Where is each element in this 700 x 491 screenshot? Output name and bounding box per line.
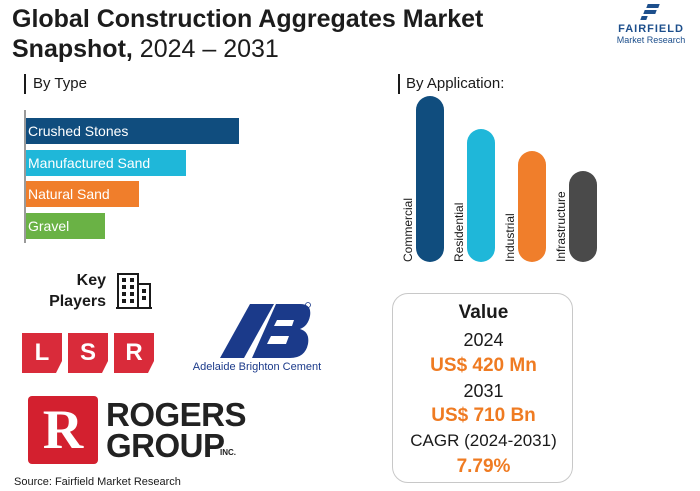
type-bar-crushed-stones: Crushed Stones <box>26 118 239 144</box>
application-label-infrastructure: Infrastructure <box>554 191 568 262</box>
page-title: Global Construction Aggregates Market Sn… <box>12 4 572 64</box>
value-2031: US$ 710 Bn <box>431 405 536 426</box>
group-word: GROUP <box>106 427 225 464</box>
rogers-badge-letter: R <box>42 399 84 461</box>
application-bar-commercial <box>416 96 444 262</box>
rogers-group-logo: R ROGERS GROUP INC. <box>28 396 247 466</box>
key-players-line1: Key <box>76 272 106 289</box>
application-bar-residential <box>467 129 495 262</box>
adelaide-brighton-logo: Adelaide Brighton Cement <box>182 300 332 378</box>
type-chart-axis <box>24 110 26 243</box>
fairfield-mark-icon <box>640 4 661 22</box>
adelaide-brighton-name: Adelaide Brighton Cement <box>192 361 322 373</box>
type-bar-manufactured-sand: Manufactured Sand <box>26 149 186 176</box>
lsr-letter-s: S <box>68 333 108 373</box>
type-bar-gravel: Gravel <box>26 212 105 239</box>
application-label-commercial: Commercial <box>401 197 415 262</box>
application-bar-industrial <box>518 151 546 262</box>
value-year-2024: 2024 <box>463 330 504 350</box>
building-icon <box>116 273 152 309</box>
application-label-residential: Residential <box>452 202 466 262</box>
title-main: Global Construction Aggregates Market Sn… <box>12 5 484 63</box>
logo-sub: Market Research <box>616 35 686 45</box>
type-bar-natural-sand: Natural Sand <box>26 181 139 207</box>
lsr-letter-l: L <box>22 333 62 373</box>
value-2024: US$ 420 Mn <box>430 355 537 376</box>
cagr-label: CAGR (2024-2031) <box>410 431 557 450</box>
type-title-rule <box>24 74 26 94</box>
value-title: Value <box>458 302 509 323</box>
adelaide-brighton-mark-icon <box>220 302 311 358</box>
source-note: Source: Fairfield Market Research <box>14 476 181 488</box>
application-bar-infrastructure <box>569 171 597 262</box>
key-players-line2: Players <box>49 293 106 310</box>
value-box: Value 2024 US$ 420 Mn 2031 US$ 710 Bn CA… <box>392 293 573 483</box>
application-label-industrial: Industrial <box>503 213 517 262</box>
application-title-rule <box>398 74 400 94</box>
fairfield-logo: FAIRFIELD Market Research <box>606 4 696 50</box>
value-year-2031: 2031 <box>463 381 504 401</box>
type-chart-title: By Type <box>33 75 87 92</box>
title-years: 2024 – 2031 <box>139 35 279 63</box>
rogers-word: ROGERS <box>106 396 247 433</box>
application-chart-title: By Application: <box>406 75 505 92</box>
logo-brand: FAIRFIELD <box>618 23 684 35</box>
lsr-letter-r: R <box>114 333 154 373</box>
rogers-inc: INC. <box>220 448 236 457</box>
rogers-badge: R <box>28 396 98 464</box>
cagr-value: 7.79% <box>456 456 511 477</box>
key-players-label: Key Players <box>40 270 106 312</box>
